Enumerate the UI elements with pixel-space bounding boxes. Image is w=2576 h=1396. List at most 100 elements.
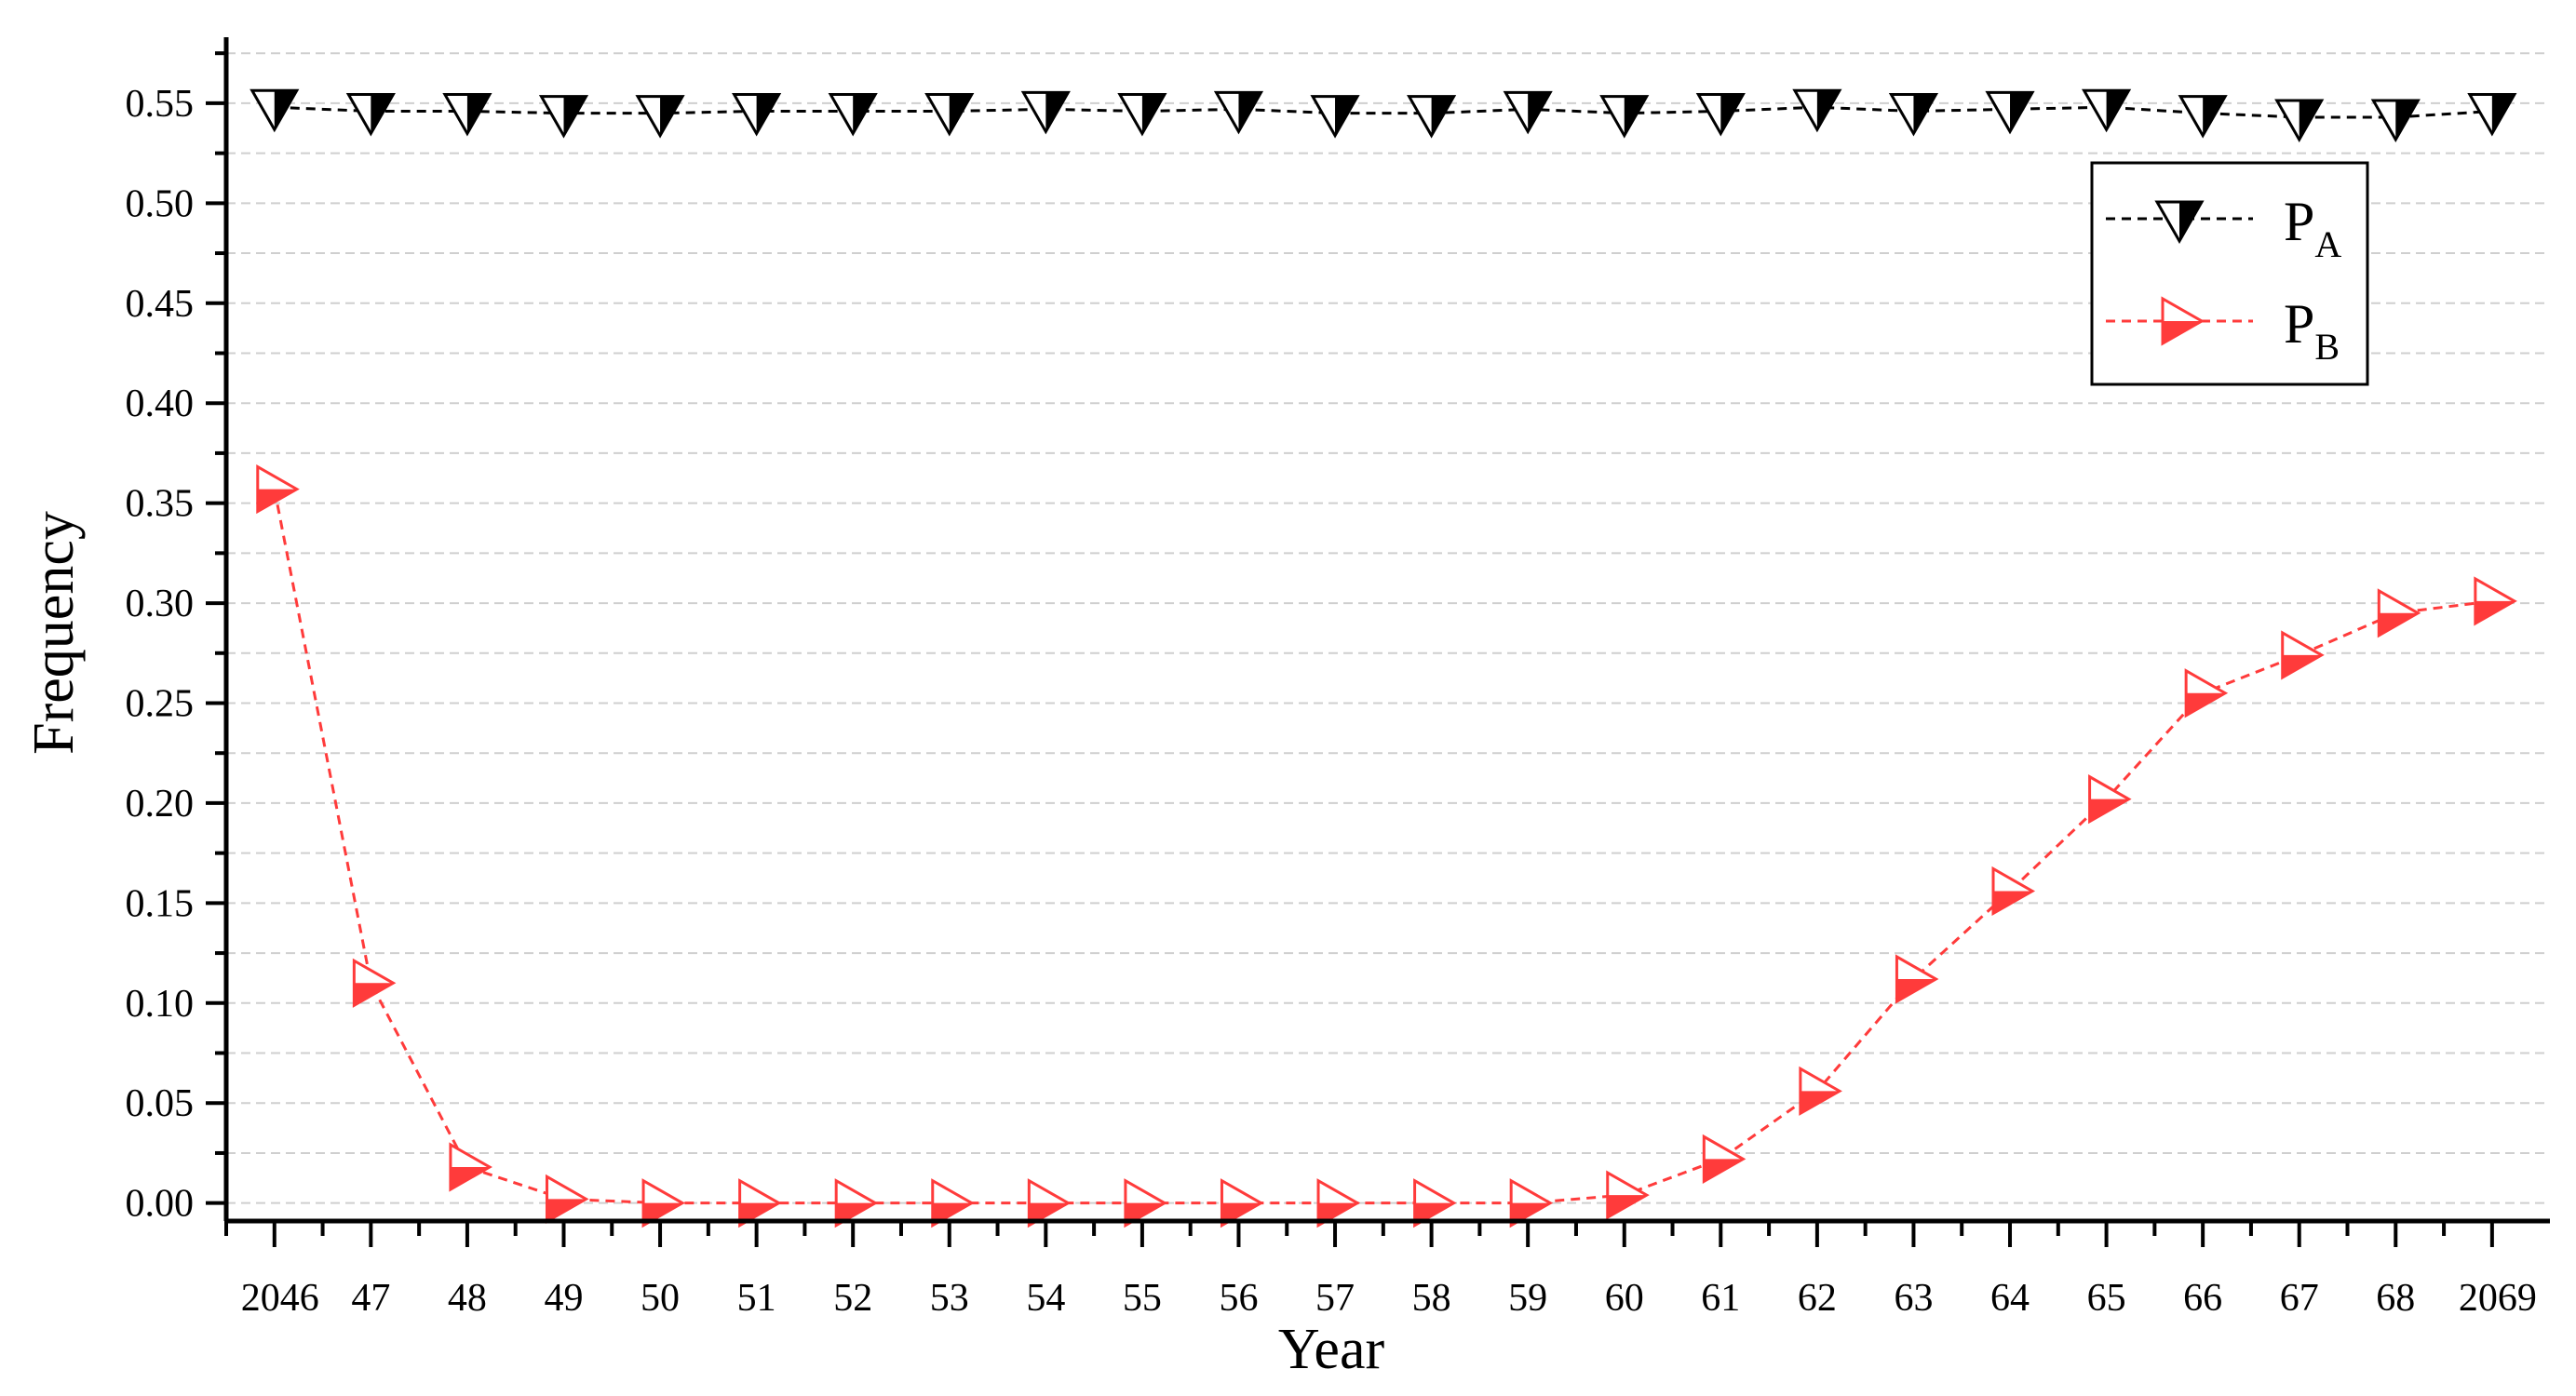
data-point-pb (641, 1178, 686, 1228)
marker-half-fill (546, 1199, 587, 1222)
data-point-pb (1027, 1178, 1072, 1228)
data-point-pb (1316, 1178, 1361, 1228)
data-point-pa (250, 88, 300, 133)
legend-item-pa (2106, 200, 2253, 245)
x-tick-label: 47 (351, 1277, 390, 1320)
x-tick-label: 60 (1605, 1277, 1644, 1320)
data-point-pb (2184, 668, 2229, 718)
y-tick-label: 0.55 (126, 83, 195, 126)
x-tick-label: 51 (737, 1277, 776, 1320)
marker-half-fill (2282, 654, 2322, 678)
tick-labels: 0.00 0.05 0.10 0.15 0.20 0.25 0.30 0.35 0.40 0.45… (126, 83, 2537, 1320)
data-point-pb (449, 1142, 492, 1192)
data-point-pb (1606, 1170, 1650, 1220)
series-markers-pb (256, 464, 2517, 1228)
data-point-pa (442, 93, 492, 137)
x-tick-label: 55 (1123, 1277, 1162, 1320)
data-point-pa (2178, 95, 2228, 139)
x-tick-label: 49 (544, 1277, 583, 1320)
data-point-pa (2370, 99, 2421, 142)
marker-half-fill (2089, 799, 2129, 822)
x-tick-label: 57 (1315, 1277, 1355, 1320)
legend-label-pa: PA (2284, 191, 2341, 265)
data-point-pa (1117, 93, 1167, 137)
marker-half-fill (1431, 96, 1454, 136)
x-tick-label: 67 (2280, 1277, 2319, 1320)
data-point-pa (1985, 90, 2035, 135)
marker-half-fill (1045, 92, 1069, 132)
x-tick-label: 52 (833, 1277, 872, 1320)
marker-half-fill (2163, 321, 2202, 343)
y-axis-title: Frequency (22, 511, 86, 755)
marker-half-fill (450, 1166, 490, 1189)
marker-half-fill (1800, 1091, 1840, 1114)
data-point-pa (1695, 93, 1746, 137)
marker-half-fill (257, 489, 297, 512)
data-point-pa (1310, 95, 1360, 139)
marker-half-fill (2106, 90, 2129, 130)
marker-half-fill (1993, 891, 2033, 914)
x-tick-label: 56 (1219, 1277, 1258, 1320)
marker-half-fill (1335, 96, 1358, 136)
x-axis-title: Year (1278, 1318, 1385, 1381)
marker-half-fill (2179, 202, 2202, 241)
marker-half-fill (2203, 96, 2226, 136)
legend-label-pa-main: P (2284, 191, 2314, 252)
y-tick-label: 0.30 (126, 583, 195, 625)
data-point-pb (834, 1178, 879, 1228)
marker-half-fill (932, 1202, 972, 1226)
data-point-pb (1799, 1066, 1842, 1116)
y-tick-label: 0.15 (126, 882, 195, 925)
marker-half-fill (1913, 94, 1936, 134)
axes (206, 37, 2550, 1247)
data-point-pb (2088, 774, 2132, 825)
x-tick-label: 62 (1798, 1277, 1837, 1320)
marker-half-fill (853, 94, 876, 134)
marker-half-fill (756, 94, 779, 134)
series-line-pb (273, 489, 2493, 1205)
data-point-pb (1509, 1178, 1554, 1228)
legend-label-pa-sub: A (2314, 223, 2341, 265)
marker-half-fill (1704, 1159, 1744, 1182)
x-tick-label: 2046 (241, 1277, 319, 1320)
legend-marker-pa (2154, 200, 2205, 245)
marker-half-fill (371, 94, 394, 134)
data-point-pa (345, 93, 396, 137)
data-point-pb (1124, 1178, 1167, 1228)
data-point-pa (1599, 95, 1650, 139)
data-point-pb (1895, 954, 1939, 1004)
x-tick-label: 66 (2183, 1277, 2222, 1320)
data-point-pa (538, 95, 589, 139)
data-point-pa (2467, 93, 2517, 137)
data-point-pa (1503, 90, 1553, 135)
data-point-pb (1991, 866, 2036, 917)
x-tick-label: 63 (1894, 1277, 1933, 1320)
x-tick-label: 50 (641, 1277, 680, 1320)
marker-half-fill (2475, 600, 2515, 624)
y-tick-label: 0.20 (126, 783, 195, 826)
y-tick-label: 0.35 (126, 483, 195, 526)
x-tick-label: 61 (1701, 1277, 1740, 1320)
y-tick-label: 0.10 (126, 983, 195, 1026)
marker-half-fill (466, 94, 490, 134)
x-tick-label: 53 (930, 1277, 969, 1320)
legend-label-pb-main: P (2284, 293, 2314, 355)
data-point-pb (1702, 1134, 1747, 1184)
data-point-pa (1407, 95, 1457, 139)
x-tick-label: 2069 (2459, 1277, 2537, 1320)
y-tick-label: 0.00 (126, 1183, 195, 1226)
gridlines (226, 52, 2550, 1204)
data-point-pa (1020, 90, 1071, 135)
data-point-pb (2474, 576, 2517, 626)
data-point-pb (2377, 588, 2421, 638)
legend-item-pb (2106, 296, 2253, 346)
data-point-pb (1220, 1178, 1264, 1228)
marker-half-fill (1720, 94, 1744, 134)
data-point-pb (2281, 630, 2325, 680)
marker-half-fill (2299, 100, 2322, 140)
x-tick-label: 68 (2376, 1277, 2415, 1320)
marker-half-fill (274, 90, 297, 130)
marker-half-fill (2491, 94, 2515, 134)
